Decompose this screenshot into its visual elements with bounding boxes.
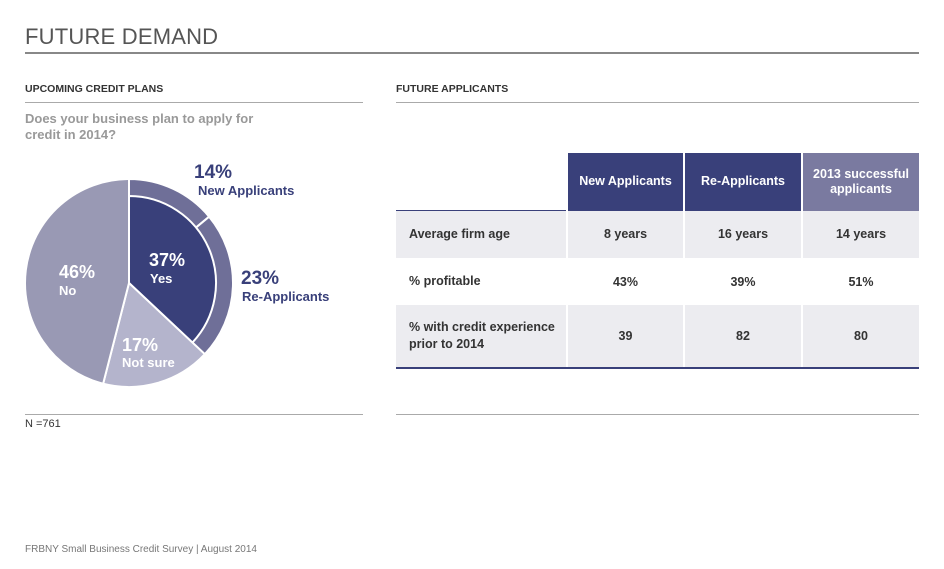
table-row: % profitable 43% 39% 51% (396, 258, 919, 305)
pie-label-yes: Yes (150, 271, 172, 286)
pie-slice-yes (128, 194, 217, 344)
table-header-row: New Applicants Re-Applicants 2013 succes… (396, 153, 919, 211)
column-header: Re-Applicants (683, 153, 802, 211)
left-heading-divider (25, 102, 363, 103)
ring-label-new-applicants: New Applicants (198, 183, 294, 198)
sample-size-label: N =761 (25, 418, 61, 430)
table-cell: 39 (566, 305, 684, 369)
column-header: New Applicants (566, 153, 684, 211)
table-cell: 51% (801, 258, 919, 305)
pie-label-not-sure-pct: 17% (122, 335, 158, 355)
right-heading-divider (396, 102, 919, 103)
pie-label-no: No (59, 283, 76, 298)
row-label: % profitable (409, 274, 481, 288)
row-label: Average firm age (396, 210, 567, 258)
pie-label-not-sure: Not sure (122, 355, 175, 370)
row-label: % with credit experience prior to 2014 (396, 305, 567, 369)
table-cell: 8 years (566, 210, 684, 258)
table-cell: 43% (566, 258, 684, 305)
title-divider (25, 52, 919, 54)
pie-label-yes-pct: 37% (149, 250, 185, 270)
ring-label-re-applicants-pct: 23% (241, 268, 279, 289)
table-cell: 16 years (683, 210, 802, 258)
table-row: % with credit experience prior to 2014 3… (396, 305, 919, 369)
column-header: 2013 successful applicants (801, 153, 919, 211)
ring-label-re-applicants: Re-Applicants (242, 289, 329, 304)
table-cell: 80 (801, 305, 919, 369)
left-bottom-divider (25, 414, 363, 415)
future-applicants-heading: FUTURE APPLICANTS (396, 83, 509, 95)
future-applicants-table: New Applicants Re-Applicants 2013 succes… (396, 153, 919, 369)
table-cell: 39% (683, 258, 802, 305)
ring-label-new-applicants-pct: 14% (194, 162, 232, 183)
pie-slice-not-sure (101, 281, 207, 388)
pie-slice-no (24, 177, 130, 385)
survey-question: Does your business plan to apply for cre… (25, 111, 254, 142)
table-header-corner (396, 153, 567, 211)
upcoming-credit-plans-heading: UPCOMING CREDIT PLANS (25, 83, 164, 95)
page-title: FUTURE DEMAND (25, 24, 219, 49)
table-cell: 82 (683, 305, 802, 369)
pie-label-no-pct: 46% (59, 262, 95, 282)
table-row: Average firm age 8 years 16 years 14 yea… (396, 210, 919, 258)
right-bottom-divider (396, 414, 919, 415)
footer-source: FRBNY Small Business Credit Survey | Aug… (25, 544, 257, 555)
table-cell: 14 years (801, 210, 919, 258)
